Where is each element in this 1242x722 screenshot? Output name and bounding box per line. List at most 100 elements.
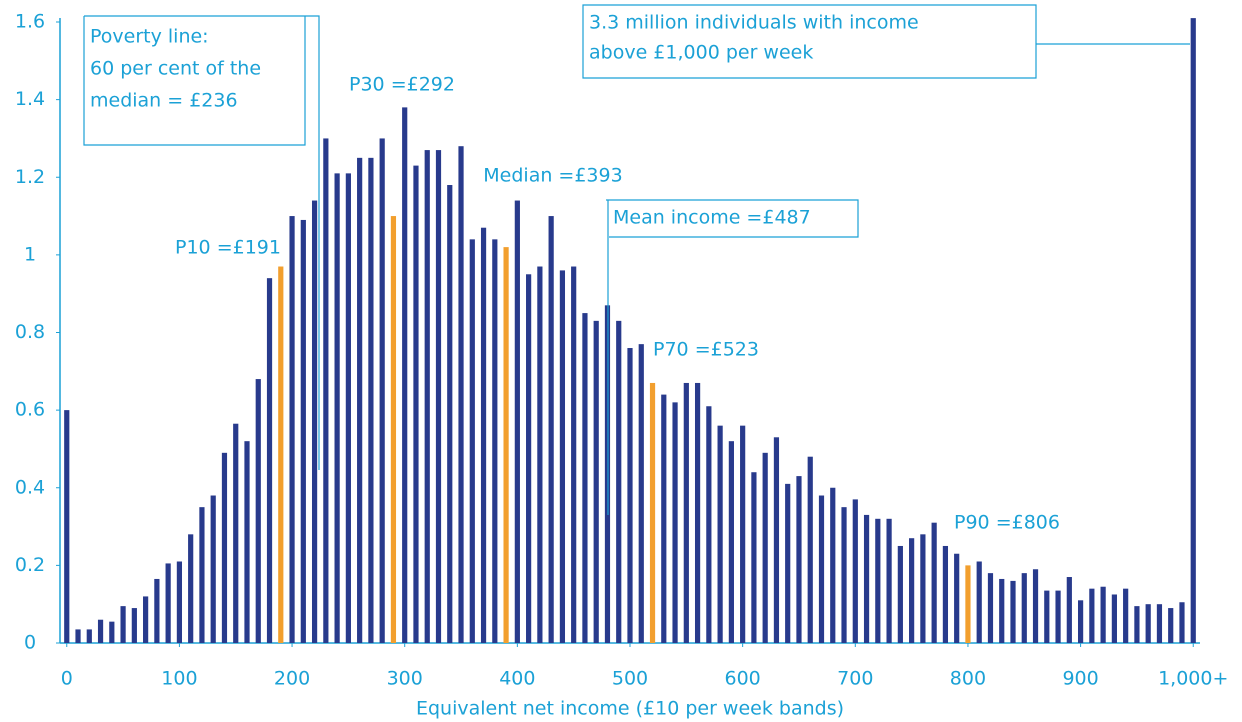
bar — [323, 138, 329, 643]
x-tick-label: 1,000+ — [1158, 668, 1228, 690]
x-axis-label: Equivalent net income (£10 per week band… — [416, 698, 844, 720]
bar — [717, 425, 723, 643]
bar — [954, 553, 960, 643]
bar — [131, 608, 137, 643]
bar — [526, 274, 532, 643]
x-tick-label: 400 — [499, 668, 535, 690]
poverty-box — [83, 15, 320, 470]
bar — [875, 518, 881, 643]
bar — [1179, 602, 1185, 643]
bar — [886, 518, 892, 643]
bar — [64, 410, 70, 643]
annotation: above £1,000 per week — [589, 42, 813, 64]
bar — [593, 320, 599, 643]
bar — [627, 348, 633, 643]
annotation: P10 =£191 — [175, 237, 281, 259]
bars — [64, 18, 1196, 644]
annotation: 60 per cent of the — [90, 58, 261, 80]
bar — [1089, 588, 1095, 643]
bar — [796, 476, 802, 643]
bar — [447, 185, 453, 643]
annotation: P70 =£523 — [653, 339, 759, 361]
y-tick-label: 0.6 — [15, 399, 45, 421]
bar — [841, 507, 847, 643]
bar — [1111, 594, 1117, 643]
bar — [244, 441, 250, 643]
bar — [694, 382, 701, 643]
bar — [435, 150, 442, 644]
annotation: median = £236 — [90, 90, 238, 112]
bar — [863, 514, 870, 643]
bar — [942, 545, 949, 643]
bar — [120, 606, 126, 643]
bar — [1156, 604, 1163, 643]
bar — [289, 216, 295, 643]
y-tick-label: 1.2 — [15, 166, 45, 188]
bar — [661, 394, 667, 643]
x-tick-label: 700 — [837, 668, 873, 690]
bar — [1190, 18, 1196, 643]
bar — [424, 150, 430, 644]
mean-box — [606, 199, 859, 515]
bar — [976, 561, 982, 643]
bar — [154, 578, 160, 643]
bar — [311, 200, 318, 643]
bar — [537, 266, 543, 643]
bar — [1077, 600, 1084, 643]
x-tick-label: 900 — [1062, 668, 1098, 690]
bar — [559, 270, 566, 643]
bar — [97, 619, 104, 643]
x-tick-label: 100 — [161, 668, 197, 690]
bar — [75, 629, 81, 643]
bar — [1100, 586, 1106, 643]
bar — [571, 266, 577, 643]
bar — [492, 239, 498, 643]
bar — [751, 472, 757, 643]
annotations: Poverty line: 60 per cent of the median … — [83, 4, 1190, 534]
bar — [852, 499, 858, 643]
x-tick-label: 200 — [274, 668, 310, 690]
annotation: P30 =£292 — [349, 74, 455, 96]
bar — [1168, 608, 1174, 643]
bar — [830, 487, 836, 643]
bar — [368, 157, 374, 643]
y-tick-label: 1.6 — [15, 11, 45, 33]
bar — [402, 107, 408, 643]
bar — [807, 456, 813, 643]
bar — [909, 538, 915, 643]
top-box — [582, 4, 1190, 79]
y-tick-label: 1 — [24, 243, 36, 265]
annotation: P90 =£806 — [954, 512, 1060, 534]
annotation: Mean income =£487 — [613, 207, 811, 229]
bar — [818, 495, 825, 643]
bar — [345, 173, 351, 643]
bar — [1021, 573, 1027, 643]
bar — [740, 425, 746, 643]
bar — [199, 507, 205, 643]
bar — [638, 344, 644, 643]
bar — [233, 423, 239, 643]
bar — [582, 313, 588, 643]
bar — [390, 216, 397, 643]
bar — [165, 563, 171, 643]
bar — [1123, 588, 1129, 643]
bar — [86, 629, 92, 643]
bar — [1066, 577, 1072, 643]
annotation: Median =£393 — [483, 165, 622, 187]
bar — [379, 138, 385, 643]
y-tick-label: 1.4 — [15, 88, 45, 110]
y-tick-label: 0 — [24, 632, 36, 654]
x-tick-label: 500 — [612, 668, 648, 690]
bar — [210, 495, 216, 643]
bar — [965, 565, 971, 643]
annotation: 3.3 million individuals with income — [589, 12, 919, 34]
bar — [1010, 580, 1016, 643]
bar — [469, 239, 475, 643]
bar — [1055, 590, 1061, 643]
bar — [300, 219, 306, 643]
bar — [999, 578, 1005, 643]
bar — [931, 522, 937, 643]
bar — [503, 247, 509, 644]
bar — [221, 452, 228, 643]
